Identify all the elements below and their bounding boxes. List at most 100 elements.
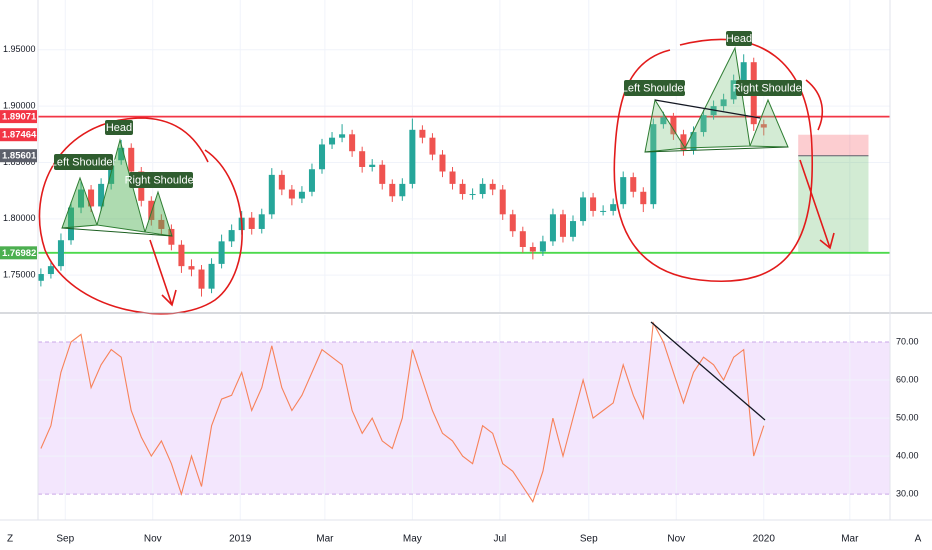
candle-body [509, 214, 516, 232]
rsi-tick-label: 60.00 [896, 374, 919, 384]
candle-body [288, 189, 295, 199]
candle-body [620, 177, 627, 205]
x-tick-label: Sep [580, 534, 598, 545]
price-label: 1.87464 [2, 130, 37, 141]
candle-body [389, 183, 396, 197]
candle-body [720, 99, 727, 107]
candle-body [630, 177, 637, 192]
candle-body [700, 115, 707, 133]
candle-body [469, 194, 476, 196]
candle-body [409, 129, 416, 184]
scale-button[interactable]: Z [7, 534, 13, 545]
candle-body [198, 269, 205, 289]
neckline [644, 146, 789, 153]
y-tick-label: 1.95000 [3, 44, 36, 54]
rsi-tick-label: 50.00 [896, 412, 919, 422]
pattern-label: Head [726, 33, 752, 45]
candle-body [308, 169, 315, 192]
candle-body [148, 200, 155, 220]
candle-body [549, 214, 556, 242]
rsi-line [40, 321, 765, 503]
candle-body [439, 154, 446, 172]
trend-line [654, 99, 761, 119]
candle-body [499, 189, 506, 215]
candle-body [760, 124, 767, 128]
candle-body [529, 246, 536, 252]
candle-body [399, 183, 406, 197]
label-box [624, 80, 685, 96]
y-tick-label: 1.75000 [3, 270, 36, 280]
label-box [736, 80, 802, 96]
candle-body [278, 174, 285, 190]
candle-body [258, 214, 265, 229]
candle-body [88, 189, 95, 207]
candle-body [610, 204, 617, 211]
candle-body [379, 164, 386, 184]
candle-body [479, 183, 486, 195]
candle-body [98, 183, 105, 207]
rsi-trend-line [650, 321, 766, 421]
candle-body [268, 174, 275, 215]
candle-body [57, 240, 64, 267]
price-label: 1.76982 [2, 248, 36, 259]
candle-body [218, 241, 225, 264]
pattern-shoulder [61, 176, 98, 229]
candle-body [449, 171, 456, 184]
candle-body [660, 117, 667, 125]
candle-body [650, 124, 657, 205]
pattern-label: Right Shoulder [733, 82, 806, 94]
price-label-box [0, 128, 37, 142]
candle-body [640, 191, 647, 205]
x-tick-label: Jul [493, 534, 506, 545]
candle-body [228, 230, 235, 242]
candle-body [489, 183, 496, 190]
candle-body [168, 228, 175, 245]
arrow [149, 239, 177, 307]
pattern-label: Head [106, 122, 132, 134]
x-tick-label: Mar [316, 534, 334, 545]
candle-body [158, 219, 165, 229]
candle-body [188, 266, 195, 270]
candle-body [37, 274, 44, 281]
circle-highlight [38, 117, 243, 315]
candle-body [298, 191, 305, 199]
x-tick-label: 2020 [753, 534, 776, 545]
arrow-curve [805, 79, 824, 131]
candle-body [208, 263, 215, 289]
candle-body [680, 134, 687, 151]
x-tick-label: Mar [841, 534, 859, 545]
x-tick-label: Nov [144, 534, 162, 545]
pattern-label: Left Shoulder [51, 156, 117, 168]
candle-body [539, 241, 546, 252]
price-label: 1.89071 [2, 112, 37, 123]
candle-body [318, 144, 326, 170]
candle-body [67, 207, 75, 241]
x-tick-label: May [403, 534, 422, 545]
stop-zone [798, 134, 869, 156]
x-tick-label: Sep [56, 534, 74, 545]
candle-body [519, 231, 526, 247]
pattern-label: Left Shoulder [622, 82, 688, 94]
scale-button[interactable]: A [915, 534, 922, 545]
x-tick-label: 2019 [229, 534, 252, 545]
pattern-shoulder [749, 98, 789, 148]
candle-body [78, 189, 85, 208]
rsi-tick-label: 40.00 [896, 450, 919, 460]
candle-body [600, 210, 607, 212]
candle-body [349, 134, 356, 152]
pattern-shoulder [144, 190, 173, 237]
pattern-head [684, 46, 751, 149]
candle-body [580, 197, 587, 222]
y-tick-label: 1.80000 [3, 213, 36, 223]
price-label-box [0, 110, 37, 124]
circle-highlight [613, 38, 814, 282]
label-box [105, 120, 133, 135]
price-label-box [0, 246, 37, 260]
candle-body [559, 214, 566, 237]
neckline [61, 227, 173, 237]
candle-body [329, 137, 336, 145]
candle-body [369, 164, 376, 167]
arrow [799, 159, 835, 250]
rsi-tick-label: 70.00 [896, 336, 919, 346]
